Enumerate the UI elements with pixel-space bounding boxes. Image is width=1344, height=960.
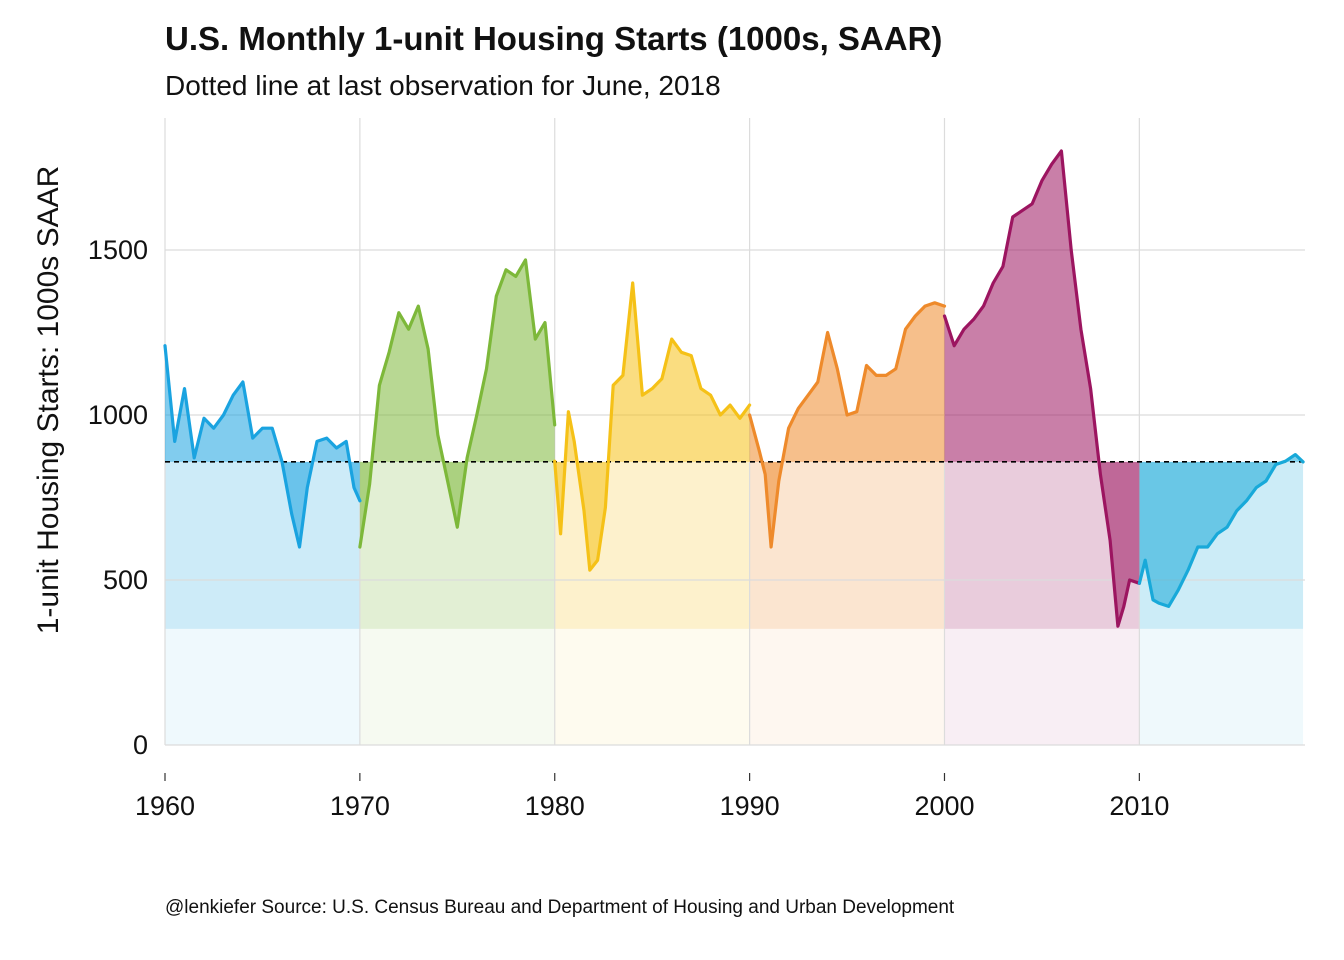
area-2000s bbox=[944, 151, 1140, 627]
area-1990s bbox=[749, 302, 945, 547]
series-line-1960s bbox=[163, 344, 362, 549]
x-tick-label: 2000 bbox=[914, 791, 974, 821]
area-1970s bbox=[359, 259, 555, 547]
area-1980s bbox=[554, 283, 750, 571]
decade-band-1960s bbox=[165, 461, 360, 629]
decade-band-fade-2000s bbox=[944, 628, 1140, 745]
series-line-2010s bbox=[1137, 453, 1305, 609]
decade-band-1990s bbox=[749, 461, 945, 629]
chart-caption: @lenkiefer Source: U.S. Census Bureau an… bbox=[165, 897, 955, 918]
x-tick-label: 1980 bbox=[525, 791, 585, 821]
decade-band-fade-1980s bbox=[554, 628, 750, 745]
series-line-1980s bbox=[553, 281, 752, 572]
decade-band-fade-1990s bbox=[749, 628, 945, 745]
x-tick-label: 2010 bbox=[1109, 791, 1169, 821]
x-tick-label: 1960 bbox=[135, 791, 195, 821]
series-line-2000s bbox=[942, 149, 1142, 628]
y-axis-label: 1-unit Housing Starts: 1000s SAAR bbox=[32, 166, 65, 635]
y-tick-label: 500 bbox=[103, 565, 148, 595]
chart-title: U.S. Monthly 1-unit Housing Starts (1000… bbox=[165, 20, 942, 57]
y-tick-label: 1500 bbox=[88, 235, 148, 265]
area-1960s bbox=[165, 345, 360, 547]
series-line-1970s bbox=[358, 258, 557, 549]
series-lines bbox=[163, 149, 1305, 628]
x-tick-label: 1990 bbox=[720, 791, 780, 821]
y-tick-label: 1000 bbox=[88, 400, 148, 430]
series-line-1990s bbox=[747, 301, 947, 549]
x-tick-label: 1970 bbox=[330, 791, 390, 821]
decade-band-fade-2010s bbox=[1139, 628, 1304, 745]
y-tick-label: 0 bbox=[133, 730, 148, 760]
axis-ticks: 0 500 1000 1500 1960 1970 1980 1990 2000 2010 bbox=[88, 235, 1169, 821]
decade-band-fade-1970s bbox=[359, 628, 555, 745]
decade-band-fade-1960s bbox=[165, 628, 360, 745]
chart-subtitle: Dotted line at last observation for June… bbox=[165, 70, 721, 101]
